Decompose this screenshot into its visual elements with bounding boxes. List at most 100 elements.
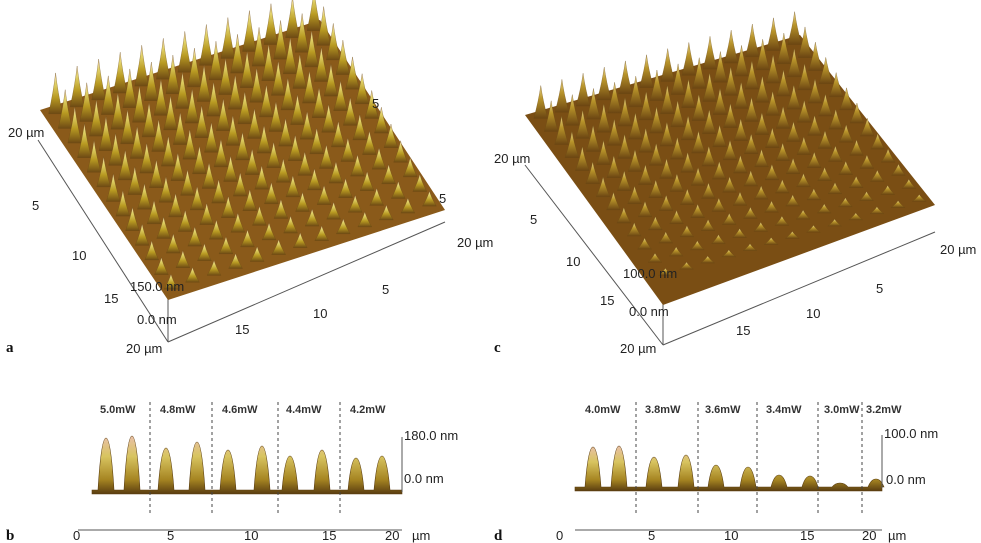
surface-peak (379, 204, 394, 221)
surface-peak (785, 157, 801, 174)
surface-peak (242, 10, 257, 52)
surface-peak (702, 72, 717, 102)
surface-peak (247, 108, 262, 139)
surface-peak (314, 225, 329, 241)
surface-peak (692, 57, 707, 89)
surface-peak (144, 61, 159, 101)
surface-peak (182, 129, 198, 160)
surface-peak (681, 79, 696, 108)
surface-peak (223, 155, 238, 182)
surface-peak (218, 57, 233, 95)
surface-peak (627, 149, 643, 172)
surface-peak (701, 146, 717, 167)
surface-peak (754, 112, 770, 135)
panel-d-dividers (635, 402, 863, 515)
surface-peak (98, 116, 114, 151)
surface-peak (271, 60, 286, 96)
surface-peak (184, 88, 200, 124)
surface-peak (787, 11, 802, 45)
panel-d-x-unit: µm (888, 528, 906, 543)
surface-peak (859, 154, 875, 169)
surface-peak (381, 164, 396, 184)
surface-peak (163, 273, 179, 290)
surface-peak (127, 166, 143, 195)
surface-peak (742, 243, 758, 251)
panel-b: 5.0mW 4.8mW 4.6mW 4.4mW 4.2mW 180.0 nm 0… (6, 402, 458, 543)
surface-peak (733, 155, 748, 174)
surface-peak (744, 60, 760, 90)
surface-peak (713, 51, 728, 83)
surface-peak (806, 224, 821, 233)
surface-peak (637, 237, 652, 250)
surface-peak (331, 121, 346, 148)
panel-a-front-tick: 5 (382, 282, 389, 297)
surface-peak (533, 85, 548, 119)
surface-peak (628, 112, 643, 140)
surface-peak (134, 223, 150, 246)
surface-peak (239, 51, 255, 88)
surface-peak (669, 209, 684, 224)
surface-peak (309, 127, 324, 154)
surface-peak (278, 118, 293, 147)
surface-peak (129, 126, 145, 159)
surface-peak (606, 155, 622, 178)
profile-trace (574, 445, 885, 492)
surface-peak (383, 123, 399, 148)
surface-peak (743, 133, 759, 154)
surface-peak (371, 147, 387, 170)
surface-peak (156, 38, 171, 80)
surface-peak (702, 36, 718, 70)
surface-peak (362, 130, 377, 155)
surface-peak (402, 157, 418, 178)
surface-base (525, 35, 935, 305)
surface-peak (607, 82, 622, 114)
panel-b-z-bottom: 0.0 nm (404, 471, 444, 486)
surface-peak (880, 148, 896, 163)
panel-b-power-label: 4.4mW (286, 404, 322, 416)
surface-peak (596, 103, 612, 133)
surface-peak (412, 174, 428, 192)
panel-b-x-tick: 20 (385, 528, 399, 543)
surface-peak (743, 206, 758, 219)
surface-peak (364, 90, 379, 119)
surface-peak (660, 48, 675, 82)
surface-peak (141, 102, 157, 138)
panel-d-x-tick: 20 (862, 528, 876, 543)
surface-peak (206, 259, 222, 276)
surface-peak (335, 40, 351, 75)
surface-peak (901, 178, 917, 189)
panel-c-axis-max-left: 20 µm (494, 151, 530, 166)
panel-b-power-label: 4.8mW (160, 404, 196, 416)
surface-peak (307, 168, 322, 191)
surface-peak (299, 111, 315, 140)
surface-peak (216, 98, 231, 131)
surface-peak (838, 197, 853, 208)
surface-peak (575, 73, 591, 107)
surface-peak (648, 143, 664, 166)
surface-peak (679, 261, 694, 270)
surface-peak (712, 124, 727, 148)
surface-peak (660, 85, 675, 114)
surface-peak (648, 179, 664, 198)
surface-peak (838, 160, 854, 175)
surface-peak (817, 130, 833, 149)
surface-peak (723, 66, 738, 96)
surface-peak (649, 69, 665, 101)
surface-peak (271, 239, 286, 255)
surface-peak (316, 185, 332, 205)
surface-peak (292, 53, 308, 89)
surface-peak (170, 152, 186, 181)
panel-a-axis-max-right: 20 µm (457, 235, 493, 250)
surface-peak (722, 176, 737, 193)
surface-peak (806, 151, 822, 168)
surface-peak (153, 78, 169, 116)
surface-peak (721, 249, 737, 258)
surface-peak (617, 97, 633, 127)
panel-b-power-label: 5.0mW (100, 404, 136, 416)
surface-peak (369, 188, 384, 206)
surface-peak (585, 161, 600, 184)
surface-peak (336, 218, 351, 234)
surface-peak (283, 37, 298, 74)
surface-peak (626, 222, 642, 237)
surface-peak (869, 169, 885, 182)
